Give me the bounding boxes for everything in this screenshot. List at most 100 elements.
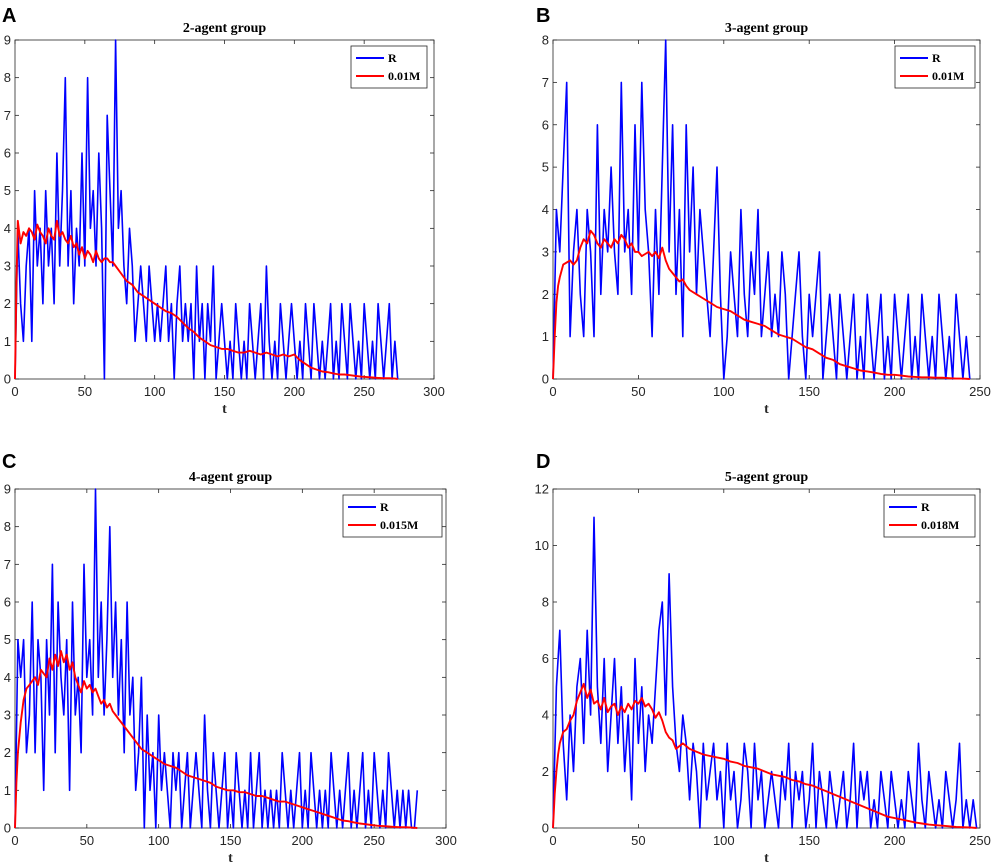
y-tick-label: 3 — [4, 708, 11, 723]
x-axis-label: t — [764, 851, 769, 866]
legend-label: 0.01M — [932, 69, 964, 83]
x-tick-label: 250 — [353, 384, 375, 399]
legend: R 0.01M — [350, 45, 428, 89]
x-tick-label: 150 — [214, 384, 236, 399]
legend-label: R — [380, 500, 389, 514]
y-tick-label: 6 — [542, 651, 549, 666]
y-tick-label: 6 — [542, 117, 549, 132]
series-line-r — [552, 516, 978, 829]
series-line-m — [14, 650, 418, 829]
x-tick-label: 50 — [631, 833, 645, 848]
x-tick-label: 250 — [969, 384, 991, 399]
legend-box — [883, 494, 976, 538]
panel-c: C 4-agent group 0 50 100 150 200 250 300 0 1 2 3 4 5 6 7… — [2, 451, 457, 866]
legend: R 0.018M — [883, 494, 976, 538]
x-tick-label: 150 — [798, 384, 820, 399]
legend-label: 0.015M — [380, 518, 418, 532]
series-line-m — [14, 219, 398, 380]
y-tick-label: 1 — [4, 334, 11, 349]
x-tick-label: 200 — [283, 384, 305, 399]
y-tick-label: 6 — [4, 595, 11, 610]
y-tick-label: 9 — [4, 482, 11, 497]
y-tick-label: 0 — [542, 821, 549, 836]
y-tick-label: 12 — [535, 482, 549, 497]
x-axis-label: t — [222, 402, 227, 417]
y-tick-label: 0 — [4, 372, 11, 387]
legend: R 0.01M — [894, 45, 976, 89]
y-tick-label: 4 — [542, 708, 549, 723]
y-tick-label: 2 — [542, 287, 549, 302]
panel-title: 5-agent group — [725, 470, 809, 485]
y-tick-label: 2 — [4, 296, 11, 311]
y-tick-label: 7 — [4, 108, 11, 123]
y-tick-label: 1 — [542, 329, 549, 344]
panel-title: 4-agent group — [189, 470, 273, 485]
y-tick-label: 5 — [4, 632, 11, 647]
x-tick-label: 200 — [884, 384, 906, 399]
y-tick-label: 0 — [4, 821, 11, 836]
legend: R 0.015M — [342, 494, 443, 538]
panel-letter: C — [2, 451, 16, 473]
panel-title: 2-agent group — [183, 21, 267, 36]
x-tick-label: 100 — [148, 833, 170, 848]
legend-box — [894, 45, 976, 89]
y-tick-label: 2 — [542, 764, 549, 779]
y-tick-label: 4 — [542, 202, 549, 217]
legend-label: 0.018M — [921, 518, 959, 532]
y-tick-label: 9 — [4, 33, 11, 48]
x-tick-label: 50 — [631, 384, 645, 399]
x-axis-label: t — [764, 402, 769, 417]
y-tick-label: 6 — [4, 146, 11, 161]
panel-title: 3-agent group — [725, 21, 809, 36]
series-line-m — [552, 682, 977, 829]
panel-d: D 5-agent group 0 50 100 150 200 250 0 2 4 6 8 10 12 t R… — [535, 451, 991, 866]
x-tick-label: 0 — [11, 833, 18, 848]
y-tick-label: 4 — [4, 670, 11, 685]
series-line-r — [14, 488, 419, 829]
x-tick-label: 200 — [291, 833, 313, 848]
x-tick-label: 150 — [220, 833, 242, 848]
y-tick-label: 8 — [542, 33, 549, 48]
x-axis-label: t — [228, 851, 233, 866]
panel-b: B 3-agent group 0 50 100 150 200 250 0 1 2 3 4 5 6 7 8 t R… — [536, 5, 991, 417]
x-tick-label: 100 — [713, 833, 735, 848]
series-line-r — [552, 39, 971, 380]
y-tick-label: 4 — [4, 221, 11, 236]
legend-label: R — [932, 51, 941, 65]
x-tick-label: 50 — [78, 384, 92, 399]
x-tick-label: 0 — [549, 384, 556, 399]
y-tick-label: 0 — [542, 372, 549, 387]
series-line-r — [14, 39, 399, 380]
y-tick-label: 3 — [542, 244, 549, 259]
y-tick-label: 2 — [4, 745, 11, 760]
legend-label: 0.01M — [388, 69, 420, 83]
y-tick-label: 1 — [4, 783, 11, 798]
x-tick-label: 200 — [884, 833, 906, 848]
y-tick-label: 5 — [542, 160, 549, 175]
y-tick-label: 5 — [4, 183, 11, 198]
legend-box — [342, 494, 443, 538]
legend-box — [350, 45, 428, 89]
x-tick-label: 100 — [713, 384, 735, 399]
y-tick-label: 8 — [542, 595, 549, 610]
series-line-m — [552, 229, 970, 380]
x-tick-label: 0 — [11, 384, 18, 399]
legend-label: R — [921, 500, 930, 514]
panel-a: A 2-agent group 0 50 100 150 200 250 300 0 1 2 3 4 5 6 7… — [2, 5, 445, 417]
legend-label: R — [388, 51, 397, 65]
y-tick-label: 7 — [4, 557, 11, 572]
x-tick-label: 0 — [549, 833, 556, 848]
y-tick-label: 8 — [4, 70, 11, 85]
axes-box — [552, 488, 981, 829]
panel-letter: B — [536, 5, 550, 27]
axes-box — [14, 488, 447, 829]
x-tick-label: 250 — [363, 833, 385, 848]
x-tick-label: 300 — [435, 833, 457, 848]
y-tick-label: 3 — [4, 259, 11, 274]
x-tick-label: 150 — [798, 833, 820, 848]
x-tick-label: 100 — [144, 384, 166, 399]
y-tick-label: 7 — [542, 75, 549, 90]
panel-letter: A — [2, 5, 16, 27]
x-tick-label: 50 — [80, 833, 94, 848]
